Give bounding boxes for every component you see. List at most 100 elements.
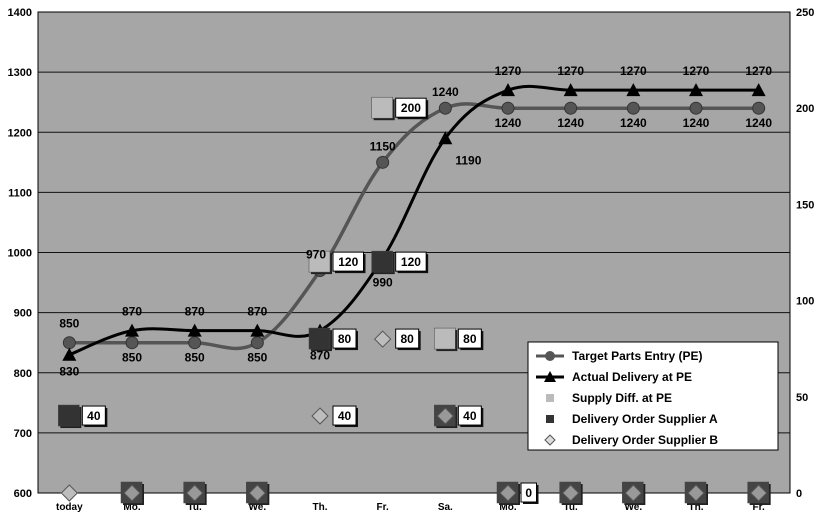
y-tick-label: 900 xyxy=(14,308,32,320)
y2-tick-label: 100 xyxy=(796,296,814,308)
target-data-label: 970 xyxy=(306,248,326,262)
legend-label: Target Parts Entry (PE) xyxy=(572,349,702,363)
actual-point xyxy=(62,347,77,361)
supplier-a-marker xyxy=(58,404,80,427)
target-point xyxy=(188,336,202,350)
actual-point xyxy=(751,83,766,97)
supply-diff-marker xyxy=(308,250,331,273)
y2-tick-label: 50 xyxy=(796,392,808,404)
y-axis-left: 600 700 800 900 1000 1100 1200 1300 1400 xyxy=(8,7,32,500)
supplier-b-marker xyxy=(436,407,455,425)
actual-data-label: 1190 xyxy=(455,153,481,167)
y2-tick-label: 200 xyxy=(796,103,814,115)
supplier-b-marker xyxy=(311,407,329,425)
legend-symbol xyxy=(544,371,556,382)
supplier-b-marker xyxy=(624,484,643,502)
y2-tick-label: 0 xyxy=(796,488,802,500)
target-point xyxy=(752,101,766,115)
legend-label: Actual Delivery at PE xyxy=(572,370,692,384)
actual-data-label: 990 xyxy=(373,276,393,290)
supply-diff-marker xyxy=(371,96,393,119)
actual-data-label: 830 xyxy=(59,365,79,379)
x-tick-label: today xyxy=(56,502,83,513)
supplier-a-label: 120 xyxy=(401,255,421,269)
target-data-label: 850 xyxy=(122,351,142,365)
legend-symbol xyxy=(546,394,554,402)
x-tick-label: We. xyxy=(625,502,643,513)
y2-tick-label: 150 xyxy=(796,199,814,211)
y-tick-label: 1400 xyxy=(8,7,32,19)
order-label-box xyxy=(520,482,537,503)
supplier-a-marker xyxy=(371,250,393,273)
x-tick-label: Mo. xyxy=(123,502,140,513)
legend-symbol xyxy=(546,415,554,423)
target-point xyxy=(376,155,390,169)
y-axis-right: 0 50 100 150 200 250 xyxy=(796,7,814,500)
legend-box xyxy=(527,341,779,451)
supplier-b-marker xyxy=(60,484,79,502)
order-label-box xyxy=(457,405,482,426)
actual-data-label: 1270 xyxy=(620,64,647,78)
y-tick-label: 1200 xyxy=(8,127,32,139)
supplier-b-marker xyxy=(561,484,580,502)
legend: Target Parts Entry (PE) Actual Delivery a… xyxy=(527,341,779,451)
target-point xyxy=(689,101,703,115)
actual-point xyxy=(125,323,139,337)
supply-diff-label: 120 xyxy=(338,255,358,269)
actual-data-label: 870 xyxy=(185,305,205,319)
target-data-label: 1150 xyxy=(370,139,396,153)
actual-point xyxy=(563,83,578,97)
actual-point xyxy=(689,83,703,97)
supply-diff-label-box xyxy=(457,328,482,349)
actual-point xyxy=(626,83,641,97)
actual-data-label: 1270 xyxy=(683,64,710,78)
x-tick-label: Fr. xyxy=(377,502,389,513)
supplier-b-label: 80 xyxy=(400,332,414,346)
target-data-label: 1240 xyxy=(495,116,522,130)
x-tick-label: We. xyxy=(249,502,267,513)
order-label: 0 xyxy=(525,486,532,500)
supply-diff-label-box xyxy=(332,251,364,272)
target-data-label: 1240 xyxy=(557,116,584,130)
actual-point xyxy=(501,83,515,97)
target-data-label: 1240 xyxy=(620,116,647,130)
legend-symbol xyxy=(544,434,556,446)
target-data-label: 1240 xyxy=(432,85,459,99)
actual-data-label: 870 xyxy=(247,305,267,319)
supplier-a-label: 80 xyxy=(338,332,352,346)
supplier-b-label: 40 xyxy=(338,409,352,423)
legend-label: Supply Diff. at PE xyxy=(572,391,672,405)
supplier-b-marker xyxy=(373,330,392,348)
legend-symbol xyxy=(545,351,555,361)
actual-data-label: 1270 xyxy=(495,64,522,78)
target-data-label: 850 xyxy=(59,317,79,331)
legend-label: Delivery Order Supplier A xyxy=(572,412,718,426)
x-axis: today Mo. Tu. We. Th. Fr. Sa. Mo. Tu. We. Th. Fr. xyxy=(56,502,765,513)
target-data-label: 850 xyxy=(185,351,205,365)
y-tick-label: 1300 xyxy=(8,67,32,79)
supply-diff-marker xyxy=(434,327,456,350)
supplier-a-marker xyxy=(308,327,331,350)
order-label: 40 xyxy=(463,409,477,423)
x-tick-label: Sa. xyxy=(438,502,453,513)
y-tick-label: 700 xyxy=(14,428,32,440)
x-tick-label: Mo. xyxy=(499,502,516,513)
target-point xyxy=(62,336,76,350)
supplier-b-marker xyxy=(687,484,705,502)
supplier-b-label-box xyxy=(395,328,420,349)
target-data-label: 1240 xyxy=(745,116,772,130)
supplier-b-marker xyxy=(185,484,204,502)
supply-diff-label: 80 xyxy=(463,332,477,346)
actual-data-label: 870 xyxy=(122,305,142,319)
target-point xyxy=(626,101,640,115)
supplier-b-label-box xyxy=(332,405,357,426)
y-tick-label: 1000 xyxy=(8,248,32,260)
y2-tick-label: 250 xyxy=(796,7,814,19)
data-labels: 850 850 850 850 970 1150 1240 1240 1240 1240 1240 1… xyxy=(59,64,772,504)
actual-data-label: 870 xyxy=(310,349,330,363)
actual-data-label: 1270 xyxy=(557,64,584,78)
supplier-b-marker xyxy=(248,484,267,502)
y-tick-label: 600 xyxy=(14,488,32,500)
series-markers xyxy=(58,83,771,505)
actual-point xyxy=(250,323,265,337)
